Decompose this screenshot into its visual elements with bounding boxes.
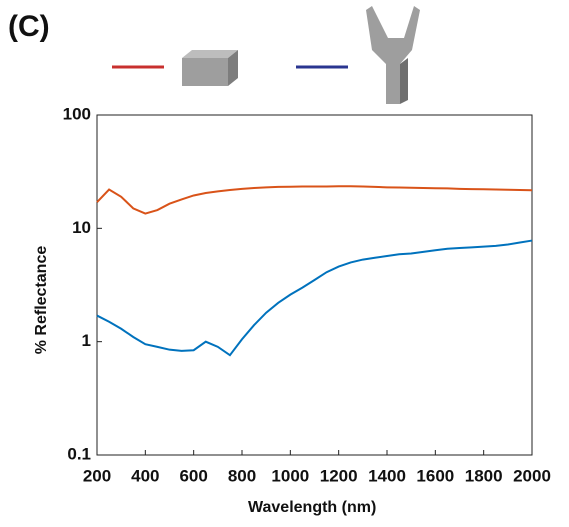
x-tick-label: 200 [83, 466, 111, 485]
x-tick-label: 2000 [513, 466, 551, 485]
x-tick-label: 600 [179, 466, 207, 485]
x-tick-label: 800 [228, 466, 256, 485]
data-line [96, 239, 533, 357]
y-tick-label: 0.1 [67, 444, 91, 463]
plot-frame [96, 114, 533, 456]
y-axis-label: % Reflectance [33, 246, 50, 355]
x-tick-label: 1000 [271, 466, 309, 485]
data-line [96, 185, 533, 215]
panel-label: (C) [8, 10, 50, 43]
x-tick-label: 1600 [416, 466, 454, 485]
x-tick-label: 1800 [465, 466, 503, 485]
x-axis-label: Wavelength (nm) [248, 499, 376, 516]
x-tick-label: 1200 [320, 466, 358, 485]
x-tick-label: 400 [131, 466, 159, 485]
y-tick-label: 1 [82, 331, 91, 350]
y-shape-icon [366, 6, 420, 104]
y-tick-label: 100 [63, 104, 91, 123]
block-icon [182, 50, 238, 86]
x-tick-label: 1400 [368, 466, 406, 485]
y-tick-label: 10 [72, 218, 91, 237]
